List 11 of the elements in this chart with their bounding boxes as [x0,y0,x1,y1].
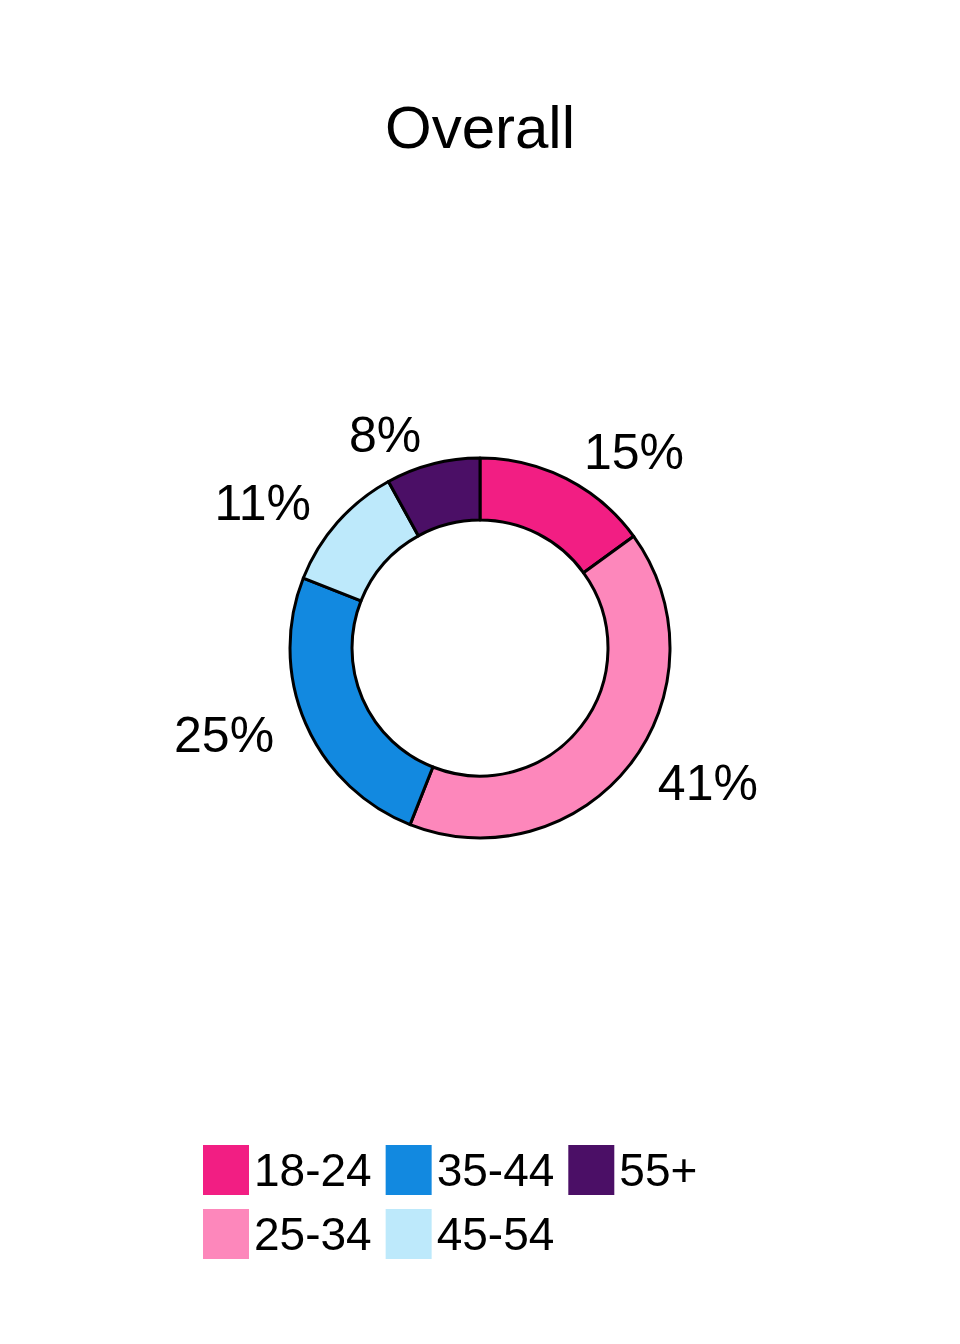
legend-label: 55+ [619,1144,698,1196]
data-label: 11% [214,474,311,531]
data-label: 25% [174,707,275,764]
legend-label: 18-24 [254,1144,372,1196]
data-label: 8% [349,406,422,463]
chart-title: Overall [384,93,576,161]
legend-label: 45-54 [436,1208,555,1260]
data-label: 41% [657,754,758,811]
data-label: 15% [583,423,684,480]
legend-label: 25-34 [254,1208,372,1260]
legend-label: 35-44 [436,1144,555,1196]
